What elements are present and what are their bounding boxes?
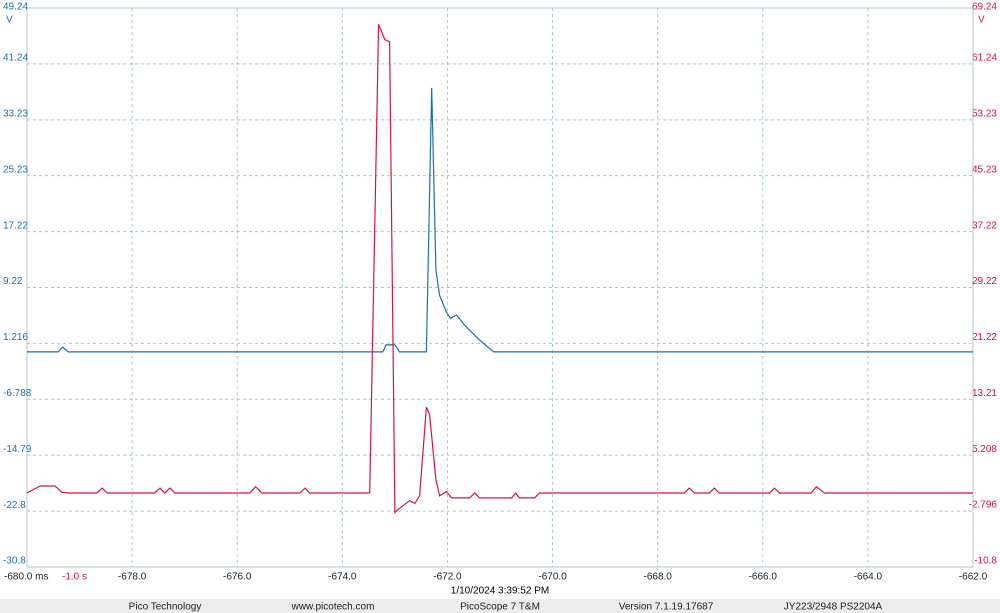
x-tick-label: -672.0	[433, 572, 462, 583]
x-tick-label: -670.0	[538, 572, 567, 583]
x-tick-label: -676.0	[223, 572, 252, 583]
x-tick-label: -666.0	[749, 572, 778, 583]
footer-text: Pico Technology	[129, 602, 202, 613]
y2-unit: V	[978, 15, 985, 26]
trace	[26, 24, 973, 514]
y-tick-label: 25.23	[3, 164, 28, 175]
y2-tick-label: 53.23	[972, 108, 997, 119]
y-tick-label: -30.8	[3, 556, 26, 567]
y2-tick-label: 13.21	[972, 388, 997, 399]
y-tick-label: 9.22	[3, 276, 23, 287]
y-tick-label: 33.23	[3, 108, 28, 119]
time-annotation: -1.0 s	[62, 572, 87, 583]
y2-tick-label: 45.23	[972, 164, 997, 175]
y2-tick-label: 5.208	[972, 444, 997, 455]
x-tick-label: -668.0	[643, 572, 672, 583]
y-tick-label: -6.788	[3, 388, 32, 399]
y2-tick-label: -2.796	[969, 500, 998, 511]
footer-text: Version 7.1.19.17687	[619, 602, 714, 613]
x-tick-label: -662.0	[959, 572, 988, 583]
x-tick-label: -680.0 ms	[4, 572, 48, 583]
y2-tick-label: 21.22	[972, 332, 997, 343]
x-tick-label: -674.0	[328, 572, 357, 583]
footer-text: www.picotech.com	[291, 602, 375, 613]
footer-text: JY223/2948 PS2204A	[784, 602, 883, 613]
y2-tick-label: 61.24	[972, 53, 997, 64]
y-tick-label: 49.24	[3, 2, 28, 13]
y-tick-label: -22.8	[3, 500, 26, 511]
x-tick-label: -678.0	[118, 572, 147, 583]
footer-text: PicoScope 7 T&M	[460, 602, 540, 613]
y-tick-label: 17.22	[3, 220, 28, 231]
y2-tick-label: 69.24	[972, 2, 997, 13]
y-tick-label: -14.79	[3, 444, 32, 455]
y2-tick-label: -10.8	[974, 556, 997, 567]
y-unit: V	[6, 15, 13, 26]
y-tick-label: 1.216	[3, 332, 28, 343]
y-tick-label: 41.24	[3, 53, 28, 64]
y2-tick-label: 37.22	[972, 220, 997, 231]
footer-bar	[0, 599, 1000, 613]
timestamp: 1/10/2024 3:39:52 PM	[451, 586, 549, 597]
trace	[27, 87, 973, 353]
y2-tick-label: 29.22	[972, 276, 997, 287]
x-tick-label: -664.0	[854, 572, 883, 583]
